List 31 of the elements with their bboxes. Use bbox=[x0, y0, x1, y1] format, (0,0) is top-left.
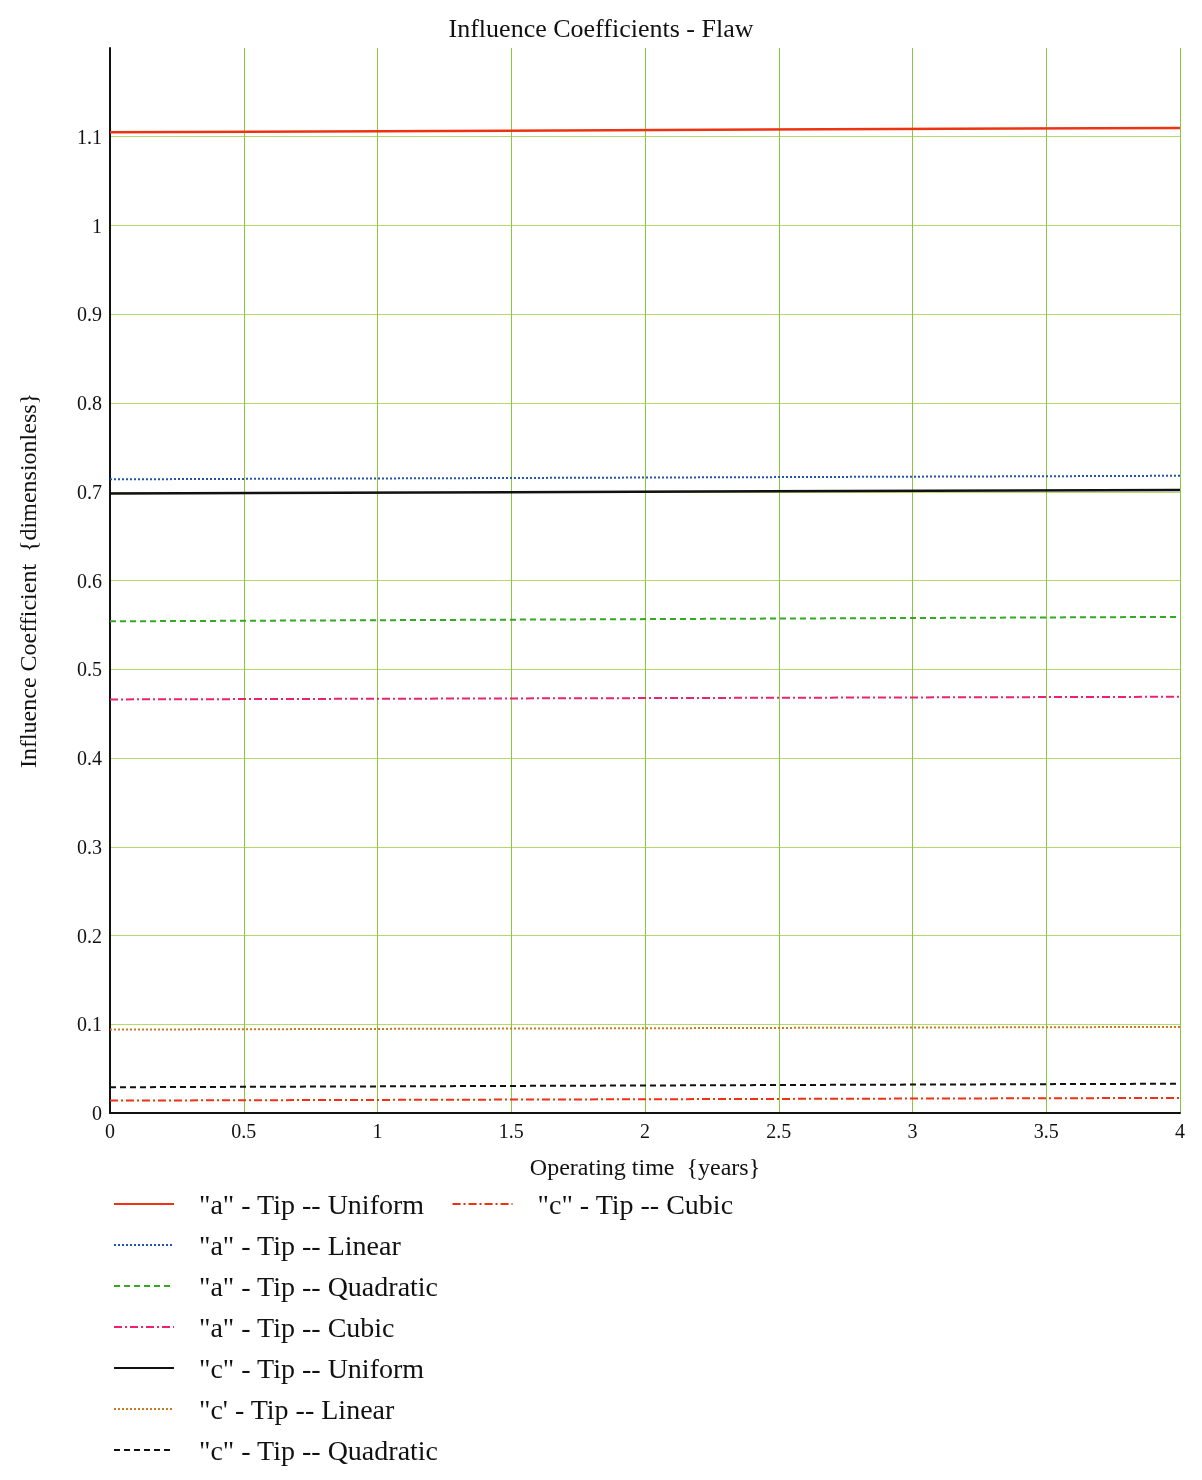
legend-label: "c' - Tip -- Linear bbox=[199, 1393, 396, 1425]
x-axis-title: Operating time {years} bbox=[529, 1154, 761, 1180]
legend-label: "a" - Tip -- Cubic bbox=[199, 1311, 395, 1343]
x-tick-label: 2 bbox=[640, 1120, 650, 1142]
y-tick-label: 1.1 bbox=[77, 125, 102, 148]
legend-label: "c" - Tip -- Cubic bbox=[537, 1188, 734, 1220]
y-tick-label: 0.5 bbox=[77, 658, 102, 681]
x-tick-label: 2.5 bbox=[766, 1120, 792, 1142]
y-axis-title: Influence Coefficient {dimensionless} bbox=[15, 392, 41, 769]
y-tick-label: 0.6 bbox=[77, 569, 102, 592]
legend-label: "a" - Tip -- Uniform bbox=[199, 1188, 425, 1220]
x-tick-label: 3.5 bbox=[1033, 1120, 1059, 1142]
y-tick-label: 0.8 bbox=[77, 392, 102, 414]
y-tick-label: 0 bbox=[92, 1102, 102, 1124]
x-tick-label: 4 bbox=[1175, 1120, 1185, 1142]
legend-label: "a" - Tip -- Quadratic bbox=[199, 1270, 439, 1302]
y-tick-label: 1 bbox=[92, 214, 102, 237]
x-tick-label: 0.5 bbox=[231, 1120, 257, 1142]
legend-label: "c" - Tip -- Quadratic bbox=[199, 1434, 439, 1466]
x-tick-label: 1.5 bbox=[498, 1120, 524, 1142]
x-tick-label: 1 bbox=[372, 1120, 383, 1142]
y-tick-label: 0.1 bbox=[77, 1013, 102, 1036]
x-tick-label: 3 bbox=[907, 1120, 918, 1142]
y-tick-label: 0.3 bbox=[77, 835, 102, 858]
y-tick-label: 0.9 bbox=[77, 303, 102, 326]
legend-label: "a" - Tip -- Linear bbox=[199, 1229, 402, 1261]
y-tick-label: 0.7 bbox=[77, 480, 102, 503]
chart-title: Influence Coefficients - Flaw bbox=[448, 13, 754, 43]
y-tick-label: 0.4 bbox=[77, 747, 102, 769]
y-tick-label: 0.2 bbox=[77, 924, 102, 947]
legend-label: "c" - Tip -- Uniform bbox=[199, 1352, 425, 1384]
